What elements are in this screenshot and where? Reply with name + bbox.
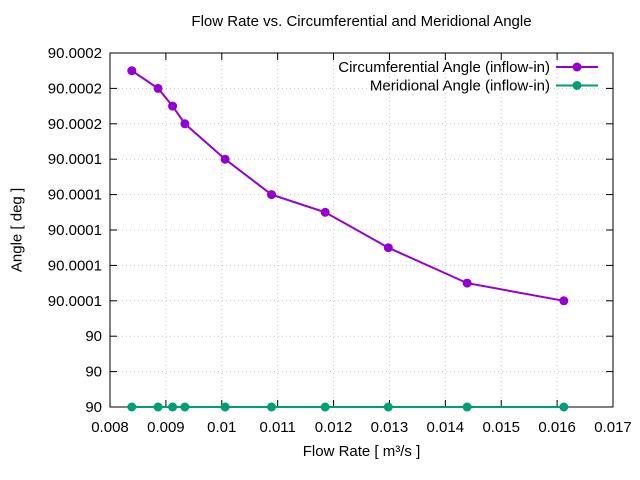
series-line — [131, 69, 564, 302]
plot-border — [109, 52, 614, 408]
x-tick-label: 0.016 — [538, 419, 576, 436]
data-point — [220, 154, 230, 164]
x-tick-label: 0.011 — [259, 419, 295, 436]
data-point — [153, 402, 163, 412]
data-point — [383, 402, 393, 412]
data-point — [267, 402, 277, 412]
x-axis-title: Flow Rate [ m³/s ] — [302, 443, 421, 460]
y-tick-label: 90.0001 — [48, 151, 102, 168]
data-point — [153, 83, 163, 93]
data-point — [462, 402, 472, 412]
data-point — [168, 402, 178, 412]
data-point — [168, 101, 178, 111]
legend-marker — [572, 81, 582, 90]
x-tick-label: 0.008 — [91, 419, 129, 436]
y-tick-label: 90 — [85, 399, 102, 416]
x-tick-label: 0.015 — [482, 419, 520, 436]
y-tick-label: 90.0002 — [48, 80, 102, 97]
data-point — [559, 402, 569, 412]
data-point — [320, 207, 330, 217]
x-tick-label: 0.013 — [371, 419, 409, 436]
data-point — [127, 402, 137, 412]
data-point — [267, 190, 277, 200]
y-tick-label: 90.0002 — [48, 116, 102, 133]
y-tick-label: 90.0001 — [48, 187, 102, 204]
data-point — [180, 119, 190, 129]
y-tick-label: 90.0001 — [48, 293, 102, 310]
data-point — [559, 296, 569, 306]
x-tick-label: 0.014 — [427, 419, 465, 436]
data-point — [462, 278, 472, 288]
x-tick-label: 0.009 — [147, 419, 185, 436]
y-tick-label: 90.0001 — [48, 222, 102, 239]
data-point — [320, 402, 330, 412]
data-point — [220, 402, 230, 412]
legend-marker — [572, 62, 582, 72]
data-point — [127, 66, 137, 76]
chart-title: Flow Rate vs. Circumferential and Meridi… — [191, 13, 532, 30]
x-tick-label: 0.012 — [315, 419, 353, 436]
y-tick-label: 90 — [85, 364, 102, 381]
x-tick-label: 0.017 — [594, 419, 632, 436]
data-point — [180, 402, 190, 412]
data-point — [383, 243, 393, 253]
legend-label: Circumferential Angle (inflow-in) — [338, 59, 550, 76]
x-tick-label: 0.01 — [207, 419, 236, 436]
y-tick-label: 90.0001 — [48, 257, 102, 274]
y-tick-label: 90.0002 — [48, 45, 102, 62]
legend-label: Meridional Angle (inflow-in) — [370, 78, 550, 95]
y-tick-label: 90 — [85, 328, 102, 345]
